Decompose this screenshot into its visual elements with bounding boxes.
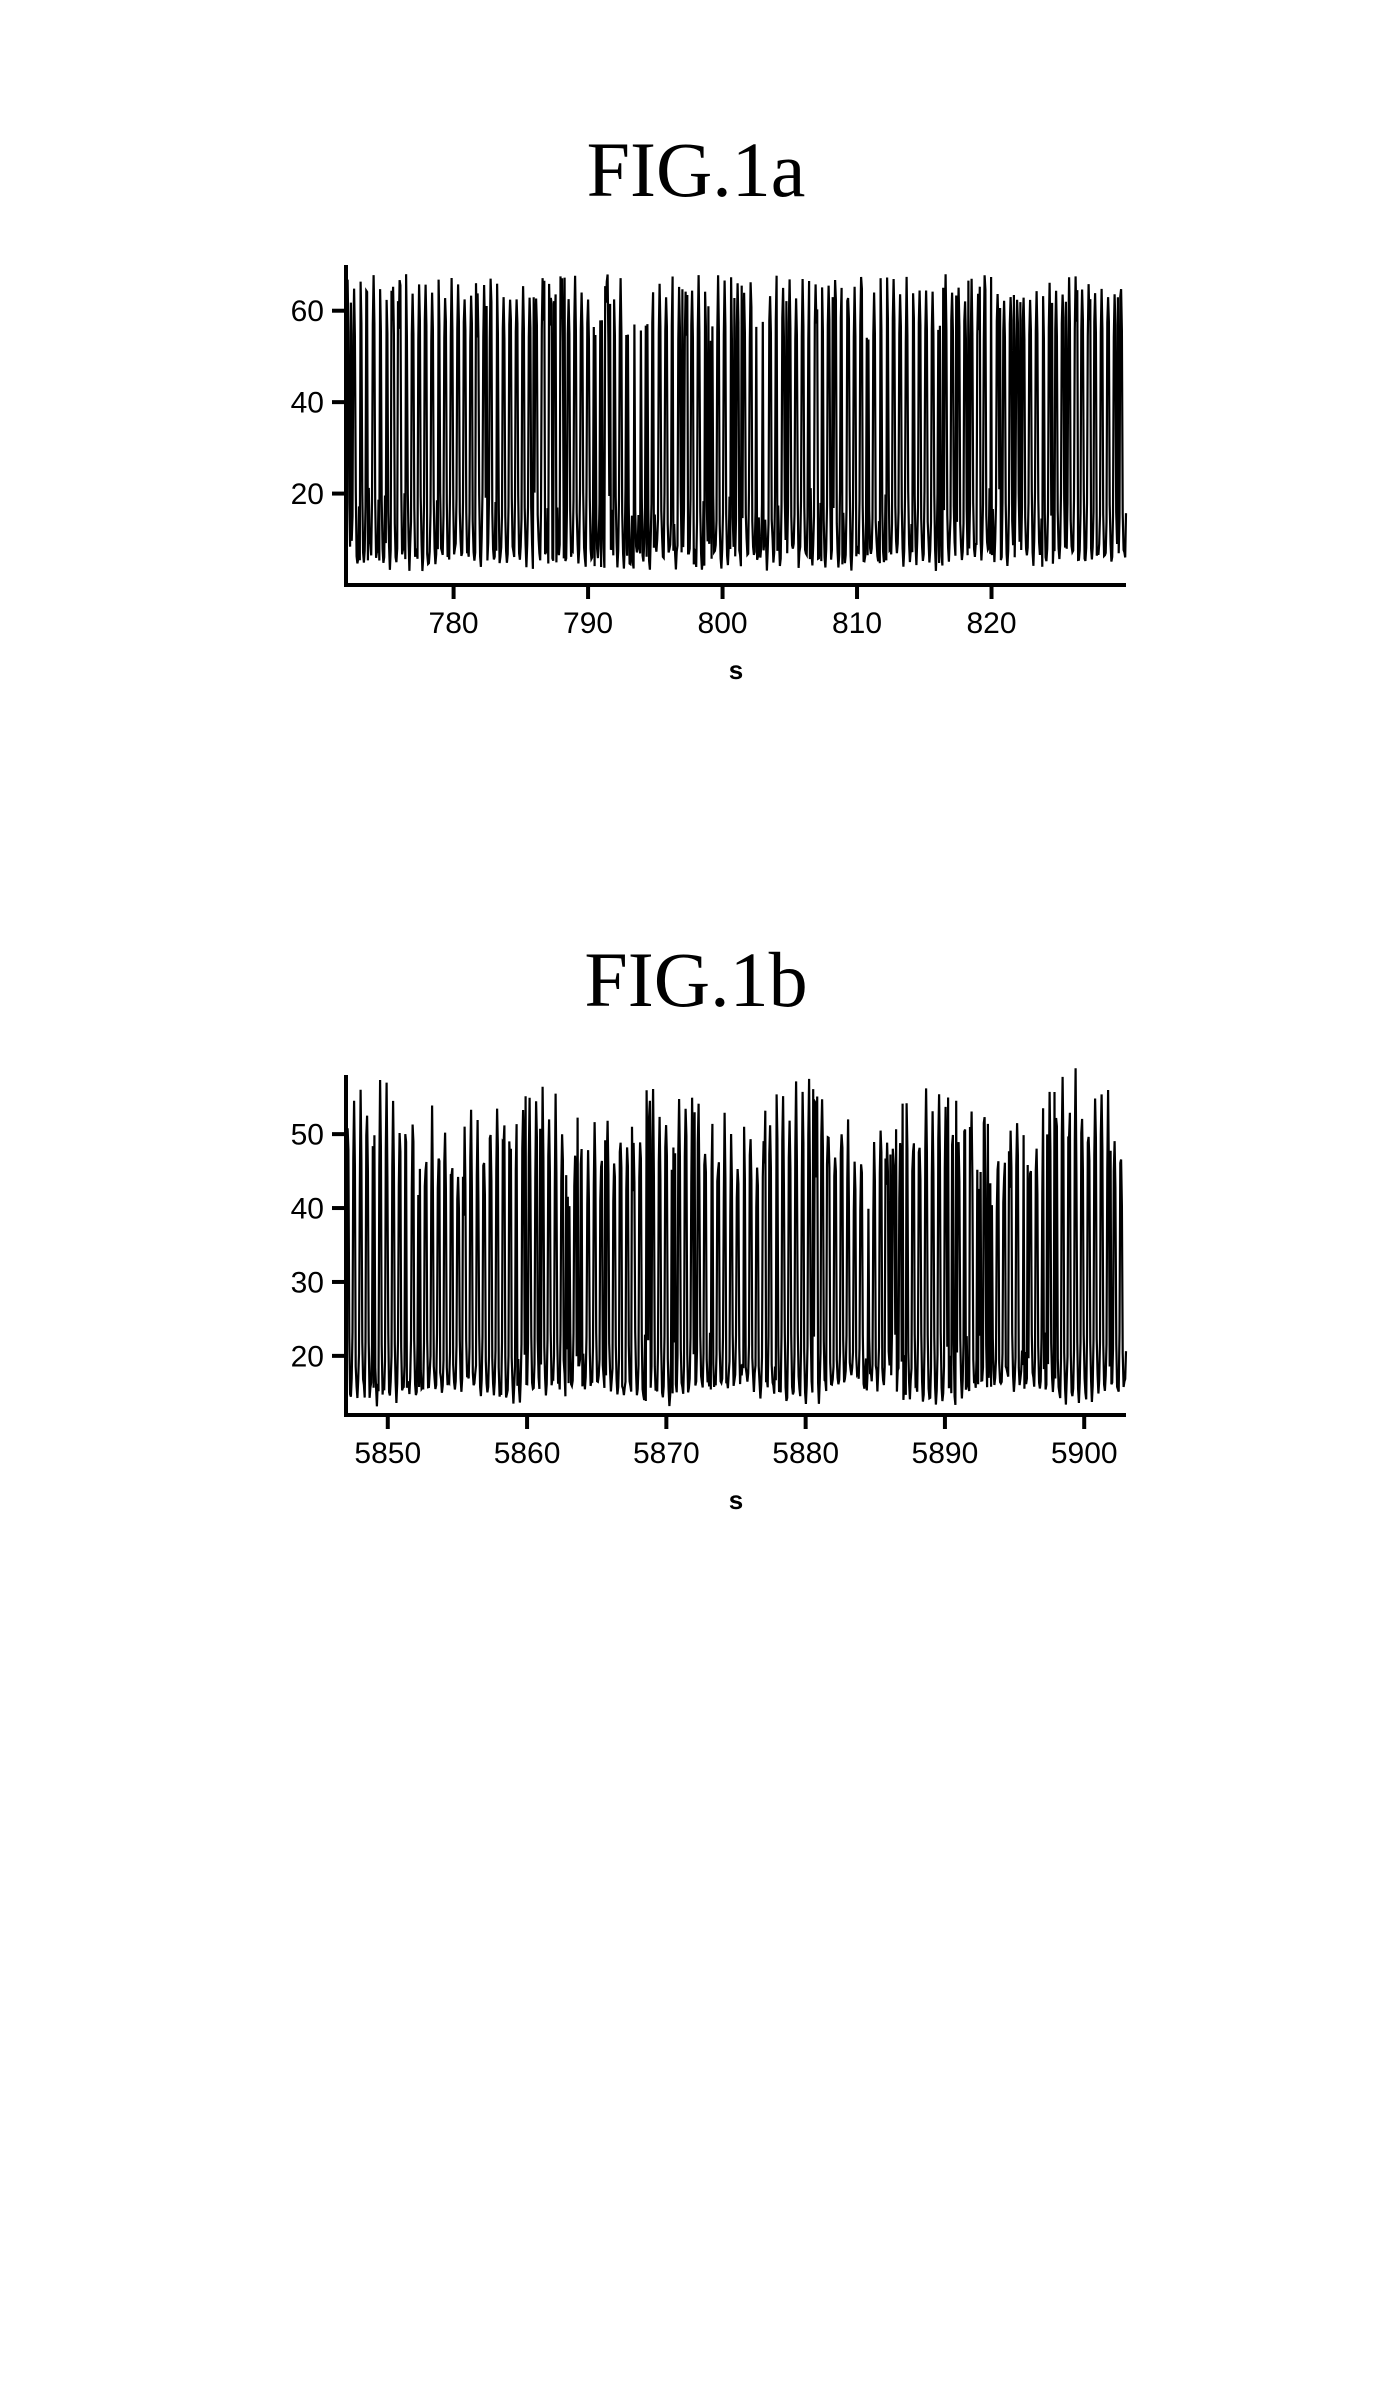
y-tick-label: 20: [291, 1340, 324, 1373]
figure-1a-block: FIG.1a 204060780790800810820s: [240, 125, 1152, 675]
x-tick-label: 5860: [494, 1437, 561, 1470]
figure-1a-title: FIG.1a: [240, 125, 1152, 215]
x-tick-label: 820: [966, 607, 1016, 640]
x-tick-label: 780: [429, 607, 479, 640]
y-tick-label: 20: [291, 478, 324, 511]
page: FIG.1a 20 40 60 780 790 800 810 820 s FIG.1b 20 3…: [0, 0, 1392, 1685]
x-tick-label: 790: [563, 607, 613, 640]
x-tick-label: 800: [698, 607, 748, 640]
x-tick-label: 5890: [912, 1437, 979, 1470]
y-tick-label: 50: [291, 1118, 324, 1151]
figure-1b-block: FIG.1b 20304050585058605870588058905900s: [240, 935, 1152, 1505]
figure-1b-title: FIG.1b: [240, 935, 1152, 1025]
x-tick-label: 5870: [633, 1437, 700, 1470]
figure-1a-chart: 204060780790800810820s: [256, 255, 1136, 675]
signal-trace: [346, 274, 1126, 571]
x-axis-label: s: [729, 1485, 743, 1515]
x-axis-label: s: [729, 655, 743, 685]
x-tick-label: 5880: [772, 1437, 839, 1470]
y-tick-label: 40: [291, 1192, 324, 1225]
y-tick-label: 30: [291, 1266, 324, 1299]
x-tick-label: 5850: [354, 1437, 421, 1470]
y-tick-label: 60: [291, 295, 324, 328]
figure-1b-chart: 20304050585058605870588058905900s: [256, 1065, 1136, 1505]
x-tick-label: 810: [832, 607, 882, 640]
x-tick-label: 5900: [1051, 1437, 1118, 1470]
y-tick-label: 40: [291, 386, 324, 419]
signal-trace: [346, 1068, 1126, 1406]
